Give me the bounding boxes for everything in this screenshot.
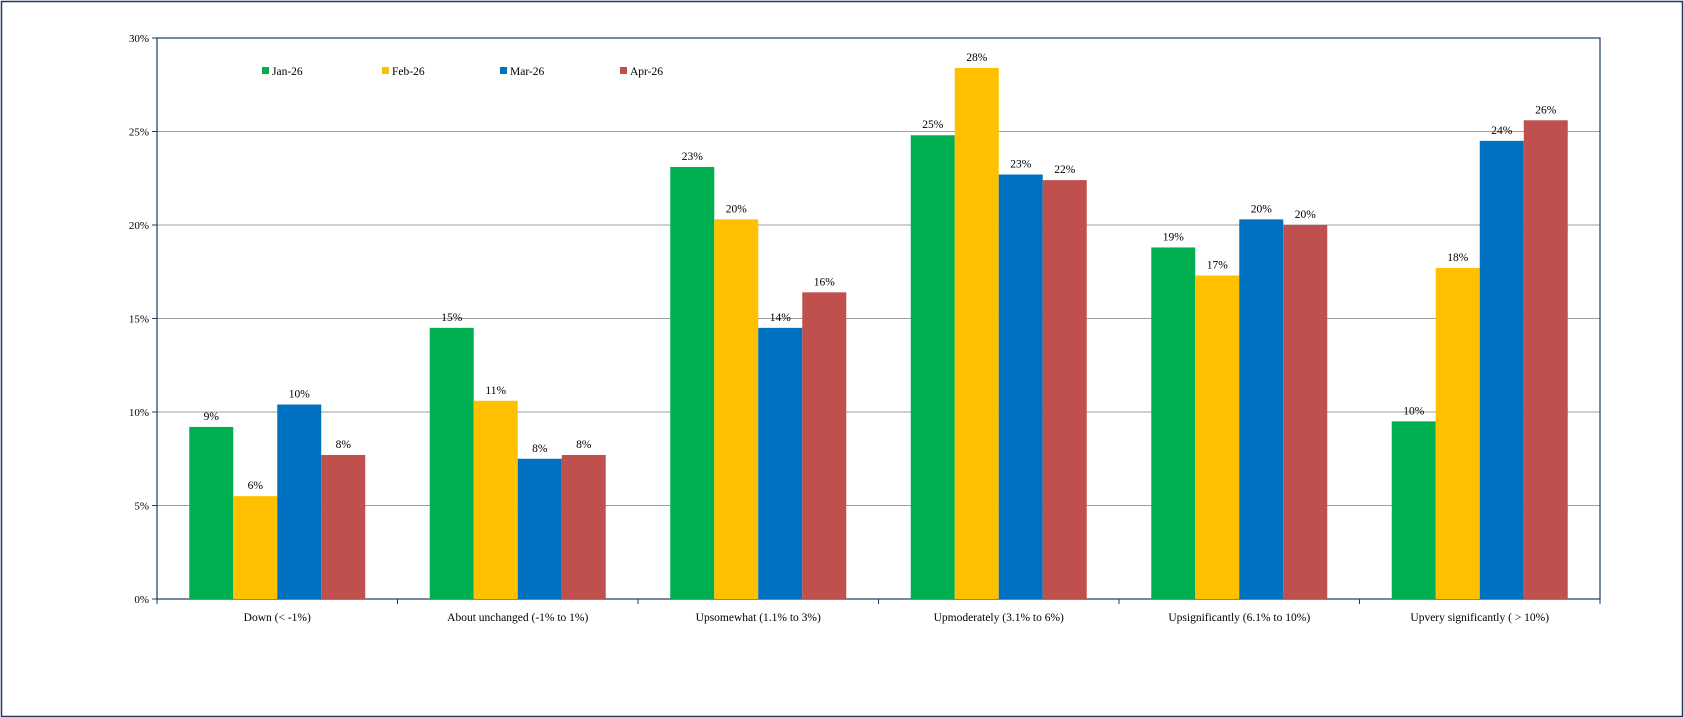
bar bbox=[1283, 225, 1328, 599]
bar bbox=[758, 327, 803, 599]
data-label: 26% bbox=[1535, 104, 1557, 116]
x-category-label: Upsignificantly (6.1% to 10%) bbox=[1168, 612, 1310, 624]
x-category-label: Down (< -1%) bbox=[244, 612, 311, 624]
legend-label: Apr-26 bbox=[630, 66, 663, 78]
x-category-label: Upmoderately (3.1% to 6%) bbox=[934, 612, 1064, 624]
legend-swatch bbox=[262, 67, 269, 74]
bar bbox=[277, 404, 322, 599]
bar bbox=[1479, 140, 1524, 599]
legend-swatch bbox=[500, 67, 507, 74]
data-label: 23% bbox=[1010, 159, 1032, 171]
data-label: 23% bbox=[682, 151, 704, 163]
data-label: 9% bbox=[204, 411, 220, 423]
bar bbox=[1151, 247, 1196, 599]
data-label: 11% bbox=[485, 385, 506, 397]
y-tick-label: 5% bbox=[134, 501, 149, 513]
bar bbox=[1435, 268, 1480, 599]
y-tick-label: 0% bbox=[134, 594, 149, 606]
legend-label: Mar-26 bbox=[510, 66, 545, 78]
data-label: 10% bbox=[289, 389, 311, 401]
legend: Jan-26 Feb-26 Mar-26 Apr-26 bbox=[262, 66, 663, 78]
data-label: 8% bbox=[336, 439, 352, 451]
legend-swatch bbox=[620, 67, 627, 74]
bar bbox=[998, 174, 1043, 599]
legend-label: Jan-26 bbox=[272, 66, 303, 78]
bar bbox=[670, 167, 715, 599]
x-category-label: Upvery significantly ( > 10%) bbox=[1410, 612, 1549, 624]
data-label: 20% bbox=[1295, 209, 1317, 221]
y-axis-tick-labels: 0% 5% 10% 15% 20% 25% 30% bbox=[129, 33, 149, 606]
bar bbox=[233, 496, 278, 599]
bar bbox=[429, 327, 474, 599]
data-label: 17% bbox=[1207, 259, 1229, 271]
data-label: 8% bbox=[532, 443, 548, 455]
y-tick-label: 15% bbox=[129, 314, 149, 326]
data-label: 28% bbox=[966, 52, 988, 64]
data-label: 19% bbox=[1163, 231, 1185, 243]
bar bbox=[1239, 219, 1284, 599]
data-label: 16% bbox=[814, 276, 836, 288]
bars bbox=[189, 67, 1568, 600]
bar bbox=[321, 455, 366, 599]
plot-area-border bbox=[156, 37, 1601, 600]
data-label: 18% bbox=[1447, 252, 1469, 264]
bar bbox=[1042, 180, 1087, 599]
data-label: 8% bbox=[576, 439, 592, 451]
bar bbox=[910, 135, 955, 600]
data-label: 10% bbox=[1403, 405, 1425, 417]
x-category-label: About unchanged (-1% to 1%) bbox=[447, 612, 588, 624]
x-axis-category-labels: Down (< -1%) About unchanged (-1% to 1%) U… bbox=[244, 612, 1550, 624]
data-labels: 9% 15% 23% 25% 19% 10% 6% 11% 20% 28% 17% 18% 10% 8% 1… bbox=[204, 52, 1557, 492]
y-tick-label: 25% bbox=[129, 127, 149, 139]
y-tick-label: 30% bbox=[129, 33, 149, 45]
gridlines bbox=[152, 37, 1601, 604]
y-tick-label: 20% bbox=[129, 220, 149, 232]
data-label: 15% bbox=[441, 312, 463, 324]
bar bbox=[1523, 120, 1568, 599]
legend-swatch bbox=[382, 67, 389, 74]
bar bbox=[1195, 275, 1240, 599]
y-tick-label: 10% bbox=[129, 407, 149, 419]
data-label: 20% bbox=[1251, 203, 1273, 215]
bar bbox=[954, 67, 999, 600]
bar bbox=[1391, 421, 1436, 599]
legend-label: Feb-26 bbox=[392, 66, 425, 78]
x-category-label: Upsomewhat (1.1% to 3%) bbox=[696, 612, 821, 624]
bar bbox=[714, 219, 759, 599]
bar bbox=[189, 426, 234, 599]
data-label: 22% bbox=[1054, 164, 1076, 176]
data-label: 20% bbox=[726, 203, 748, 215]
bar bbox=[517, 458, 562, 599]
bar bbox=[561, 455, 606, 599]
data-label: 25% bbox=[922, 119, 944, 131]
data-label: 14% bbox=[770, 312, 792, 324]
data-label: 24% bbox=[1491, 125, 1513, 137]
bar bbox=[473, 400, 518, 599]
data-label: 6% bbox=[248, 480, 264, 492]
bar bbox=[802, 292, 847, 599]
